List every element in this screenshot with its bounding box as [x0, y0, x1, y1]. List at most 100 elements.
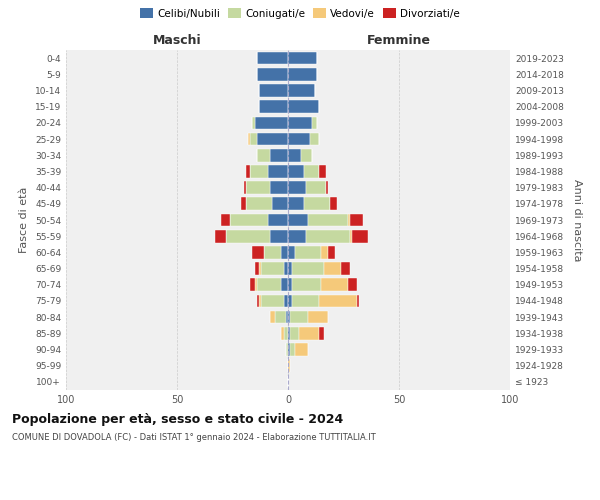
Y-axis label: Fasce di età: Fasce di età: [19, 187, 29, 253]
Bar: [257, 52, 288, 64]
Bar: [306, 182, 326, 194]
Bar: [268, 214, 288, 226]
Bar: [262, 294, 284, 308]
Bar: [288, 294, 292, 308]
Bar: [288, 165, 304, 177]
Bar: [288, 149, 301, 162]
Bar: [290, 343, 295, 356]
Bar: [288, 262, 292, 275]
Bar: [250, 165, 268, 177]
Bar: [322, 246, 328, 258]
Bar: [290, 327, 299, 340]
Bar: [255, 278, 257, 291]
Bar: [259, 294, 262, 308]
Bar: [319, 165, 326, 177]
Bar: [323, 262, 341, 275]
Bar: [257, 294, 259, 308]
Bar: [288, 246, 295, 258]
Bar: [286, 343, 288, 356]
Bar: [286, 311, 288, 324]
Bar: [284, 262, 288, 275]
Bar: [304, 198, 330, 210]
Bar: [270, 311, 275, 324]
Bar: [313, 116, 317, 129]
Bar: [350, 214, 364, 226]
Bar: [292, 294, 319, 308]
Bar: [263, 246, 281, 258]
Bar: [281, 278, 288, 291]
Bar: [308, 311, 328, 324]
Bar: [275, 311, 286, 324]
Bar: [221, 214, 230, 226]
Bar: [288, 84, 314, 97]
Bar: [250, 278, 254, 291]
Text: COMUNE DI DOVADOLA (FC) - Dati ISTAT 1° gennaio 2024 - Elaborazione TUTTITALIA.I: COMUNE DI DOVADOLA (FC) - Dati ISTAT 1° …: [12, 432, 376, 442]
Bar: [288, 230, 306, 242]
Bar: [330, 198, 337, 210]
Text: Maschi: Maschi: [152, 34, 202, 48]
Bar: [257, 132, 288, 145]
Bar: [253, 116, 254, 129]
Bar: [281, 246, 288, 258]
Bar: [270, 230, 288, 242]
Legend: Celibi/Nubili, Coniugati/e, Vedovi/e, Divorziati/e: Celibi/Nubili, Coniugati/e, Vedovi/e, Di…: [137, 5, 463, 21]
Bar: [290, 311, 308, 324]
Bar: [254, 262, 259, 275]
Bar: [241, 198, 246, 210]
Bar: [288, 52, 317, 64]
Bar: [270, 149, 288, 162]
Bar: [328, 246, 335, 258]
Bar: [253, 246, 263, 258]
Bar: [341, 262, 350, 275]
Bar: [257, 68, 288, 80]
Bar: [257, 278, 281, 291]
Text: Femmine: Femmine: [367, 34, 431, 48]
Bar: [288, 132, 310, 145]
Bar: [348, 214, 350, 226]
Bar: [306, 230, 350, 242]
Bar: [215, 230, 226, 242]
Bar: [288, 343, 290, 356]
Bar: [357, 294, 359, 308]
Bar: [259, 100, 288, 113]
Bar: [295, 343, 308, 356]
Bar: [257, 149, 270, 162]
Bar: [288, 198, 304, 210]
Bar: [301, 149, 313, 162]
Bar: [295, 246, 322, 258]
Bar: [244, 182, 246, 194]
Y-axis label: Anni di nascita: Anni di nascita: [572, 179, 583, 261]
Bar: [262, 262, 284, 275]
Bar: [288, 100, 319, 113]
Bar: [319, 294, 357, 308]
Bar: [292, 262, 323, 275]
Bar: [272, 198, 288, 210]
Bar: [226, 230, 270, 242]
Bar: [288, 327, 290, 340]
Bar: [248, 132, 250, 145]
Bar: [281, 327, 284, 340]
Bar: [259, 262, 262, 275]
Bar: [254, 116, 288, 129]
Bar: [270, 182, 288, 194]
Bar: [308, 214, 348, 226]
Bar: [268, 165, 288, 177]
Bar: [250, 132, 257, 145]
Bar: [284, 294, 288, 308]
Bar: [284, 327, 288, 340]
Bar: [299, 327, 319, 340]
Bar: [246, 165, 250, 177]
Bar: [288, 360, 290, 372]
Bar: [326, 182, 328, 194]
Bar: [304, 165, 319, 177]
Bar: [292, 278, 322, 291]
Bar: [352, 230, 368, 242]
Bar: [310, 132, 319, 145]
Bar: [230, 214, 268, 226]
Bar: [246, 198, 272, 210]
Bar: [322, 278, 348, 291]
Bar: [350, 230, 352, 242]
Bar: [288, 68, 317, 80]
Bar: [246, 182, 270, 194]
Bar: [288, 182, 306, 194]
